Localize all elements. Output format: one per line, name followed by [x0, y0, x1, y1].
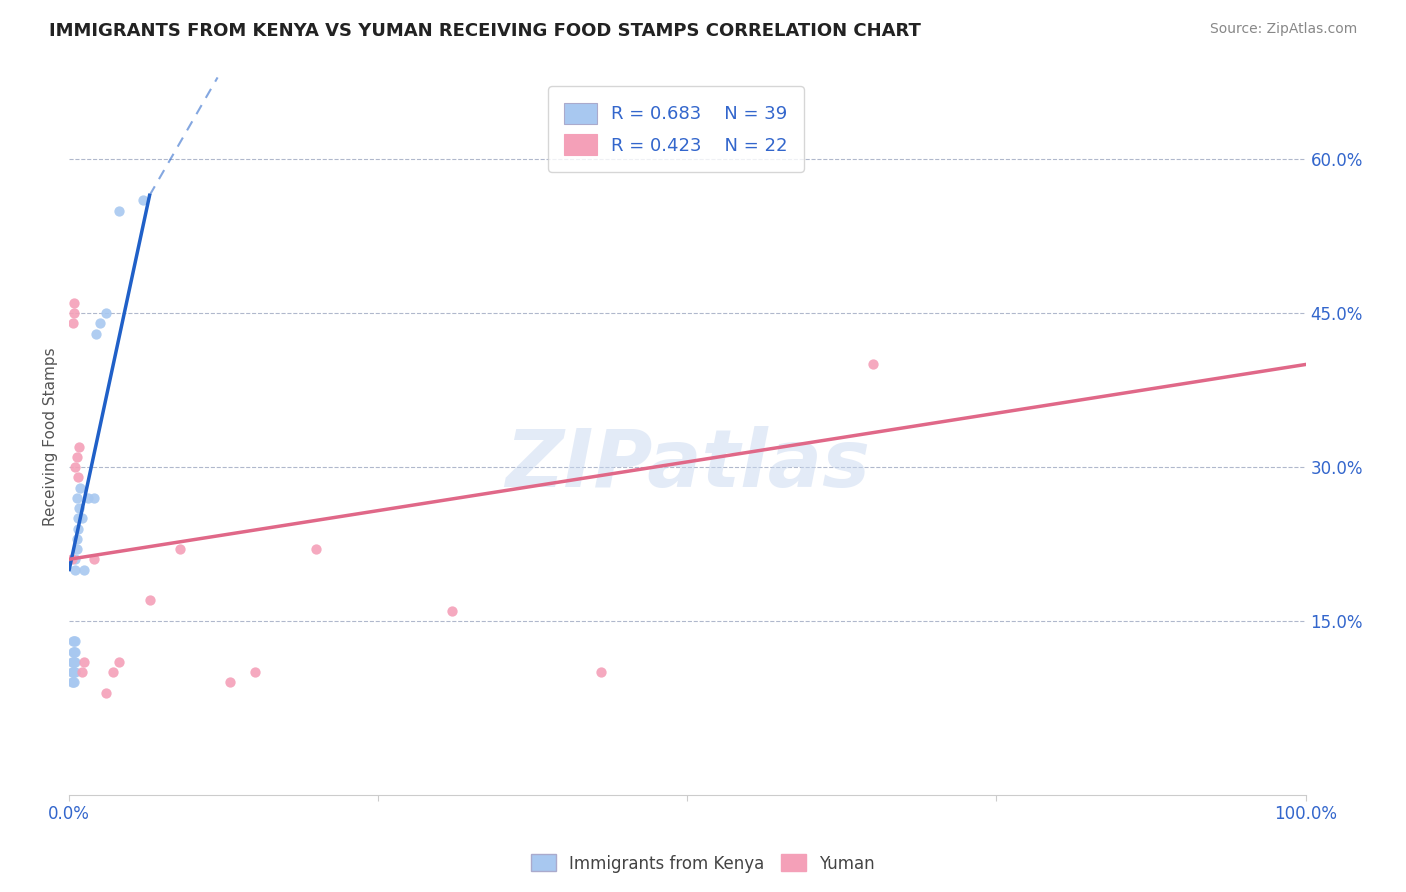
Point: [62, 644, 84, 658]
Point: [62, 665, 84, 679]
Point: [107, 203, 129, 218]
Point: [66, 470, 89, 484]
Point: [65, 562, 87, 576]
Point: [60, 655, 83, 669]
Point: [62, 655, 84, 669]
Point: [63, 665, 86, 679]
Point: [63, 655, 86, 669]
Point: [83, 491, 105, 505]
Point: [589, 665, 612, 679]
Point: [62, 634, 84, 648]
Point: [76, 491, 98, 505]
Point: [96, 306, 118, 320]
Point: [73, 562, 96, 576]
Point: [65, 552, 87, 566]
Point: [70, 665, 93, 679]
Point: [62, 675, 84, 690]
Point: [63, 644, 86, 658]
Point: [70, 511, 93, 525]
Point: [65, 655, 87, 669]
Point: [73, 655, 96, 669]
Point: [66, 522, 89, 536]
Point: [63, 665, 86, 679]
Point: [66, 532, 89, 546]
Point: [138, 593, 160, 607]
Text: Source: ZipAtlas.com: Source: ZipAtlas.com: [1209, 22, 1357, 37]
Point: [101, 665, 124, 679]
Point: [66, 450, 89, 464]
Point: [65, 634, 87, 648]
Y-axis label: Receiving Food Stamps: Receiving Food Stamps: [44, 347, 58, 525]
Point: [63, 644, 86, 658]
Point: [86, 326, 108, 341]
Point: [862, 358, 884, 372]
Point: [83, 552, 105, 566]
Point: [65, 460, 87, 475]
Text: IMMIGRANTS FROM KENYA VS YUMAN RECEIVING FOOD STAMPS CORRELATION CHART: IMMIGRANTS FROM KENYA VS YUMAN RECEIVING…: [49, 22, 921, 40]
Legend: Immigrants from Kenya, Yuman: Immigrants from Kenya, Yuman: [524, 847, 882, 880]
Point: [62, 317, 84, 331]
Point: [132, 194, 155, 208]
Point: [63, 296, 86, 310]
Point: [96, 685, 118, 699]
Point: [89, 317, 111, 331]
Point: [441, 603, 464, 617]
Point: [62, 665, 84, 679]
Point: [60, 665, 83, 679]
Point: [63, 655, 86, 669]
Point: [60, 675, 83, 690]
Point: [60, 552, 83, 566]
Point: [243, 665, 266, 679]
Point: [65, 644, 87, 658]
Point: [219, 675, 242, 690]
Point: [66, 491, 89, 505]
Point: [169, 541, 191, 556]
Point: [66, 511, 89, 525]
Point: [107, 655, 129, 669]
Point: [65, 665, 87, 679]
Point: [63, 306, 86, 320]
Point: [67, 440, 90, 454]
Point: [305, 541, 328, 556]
Legend: R = 0.683    N = 39, R = 0.423    N = 22: R = 0.683 N = 39, R = 0.423 N = 22: [548, 87, 804, 171]
Point: [66, 541, 89, 556]
Text: ZIPatlas: ZIPatlas: [505, 426, 870, 504]
Point: [63, 634, 86, 648]
Point: [67, 501, 90, 516]
Point: [69, 481, 91, 495]
Point: [63, 675, 86, 690]
